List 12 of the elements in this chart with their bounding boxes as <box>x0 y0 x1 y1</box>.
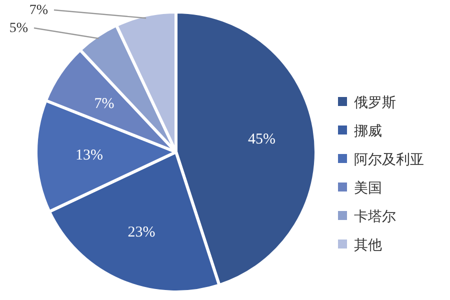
legend-label: 阿尔及利亚 <box>354 152 424 168</box>
data-label: 5% <box>9 21 28 36</box>
legend-label: 俄罗斯 <box>354 95 396 111</box>
legend-label: 卡塔尔 <box>354 209 396 225</box>
legend-label: 美国 <box>354 180 382 196</box>
data-label: 45% <box>248 131 276 148</box>
legend-label: 挪威 <box>354 124 382 140</box>
data-label: 7% <box>29 3 48 18</box>
data-label: 13% <box>75 148 103 164</box>
data-label: 7% <box>94 96 114 112</box>
legend-label: 其他 <box>354 238 382 254</box>
data-label: 23% <box>128 224 156 241</box>
